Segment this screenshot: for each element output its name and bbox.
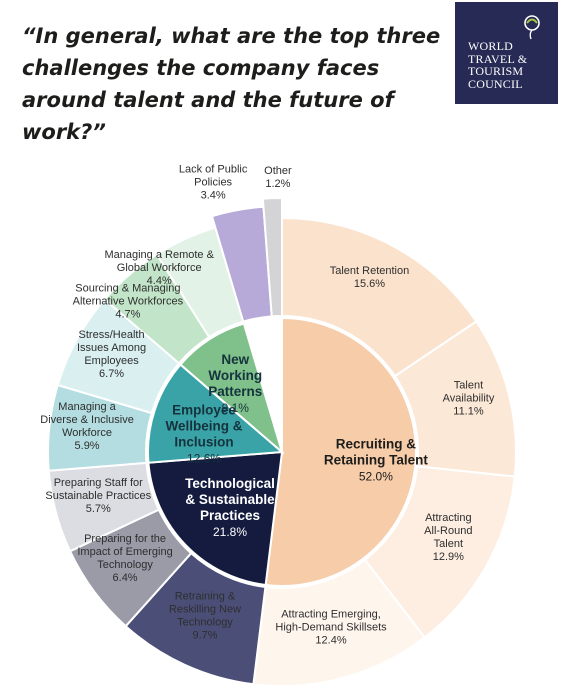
logo-line-3: TOURISM xyxy=(468,64,524,78)
outer-label-4: Retraining & Reskilling New Technology 9.7% xyxy=(169,590,241,641)
logo-line-4: COUNCIL xyxy=(468,76,523,91)
logo-line-1: WORLD xyxy=(468,39,513,53)
outer-label-9: Sourcing & Managing Alternative Workforce… xyxy=(73,283,184,321)
inner-label-2: Employee Wellbeing & Inclusion 12.6% xyxy=(166,403,243,466)
outer-label-2: Attracting All-Round Talent 12.9% xyxy=(424,512,472,563)
outer-label-0: Talent Retention 15.6% xyxy=(330,265,410,290)
chart-title: “In general, what are the top three chal… xyxy=(22,24,441,144)
inner-slice-face-2 xyxy=(147,363,285,464)
outer-slice-12 xyxy=(261,196,283,318)
inner-slice-face-0 xyxy=(264,316,417,587)
outer-label-1: Talent Availability 11.1% xyxy=(443,380,495,418)
outer-label-11: Lack of Public Policies 3.4% xyxy=(179,163,248,201)
logo-line-2: TRAVEL & xyxy=(468,51,528,66)
inner-slice-face-3 xyxy=(179,322,284,455)
wttc-logo: WORLD TRAVEL & TOURISM COUNCIL xyxy=(455,2,558,104)
outer-label-12: Other 1.2% xyxy=(264,165,292,190)
inner-slice-face-1 xyxy=(147,450,284,587)
outer-label-10: Managing a Remote & Global Workforce 4.4% xyxy=(104,249,214,287)
outer-label-7: Managing a Diverse & Inclusive Workforce 5.… xyxy=(40,401,134,452)
inner-label-3: New Working Patterns 9.1% xyxy=(208,352,262,415)
globe-swirl-icon xyxy=(524,15,540,40)
outer-label-8: Stress/Health Issues Among Employees 6.7% xyxy=(77,329,146,380)
outer-label-3: Attracting Emerging, High-Demand Skillset… xyxy=(275,608,387,646)
sunburst-chart: Recruiting & Retaining Talent 52.0% Technol… xyxy=(40,163,517,687)
outer-label-5: Preparing for the Impact of Emerging Techn… xyxy=(77,533,172,584)
inner-label-1: Technological & Sustainable Practices 21.8% xyxy=(185,476,275,539)
inner-label-0: Recruiting & Retaining Talent 52.0% xyxy=(324,436,429,483)
outer-label-6: Preparing Staff for Sustainable Practices… xyxy=(45,477,151,515)
